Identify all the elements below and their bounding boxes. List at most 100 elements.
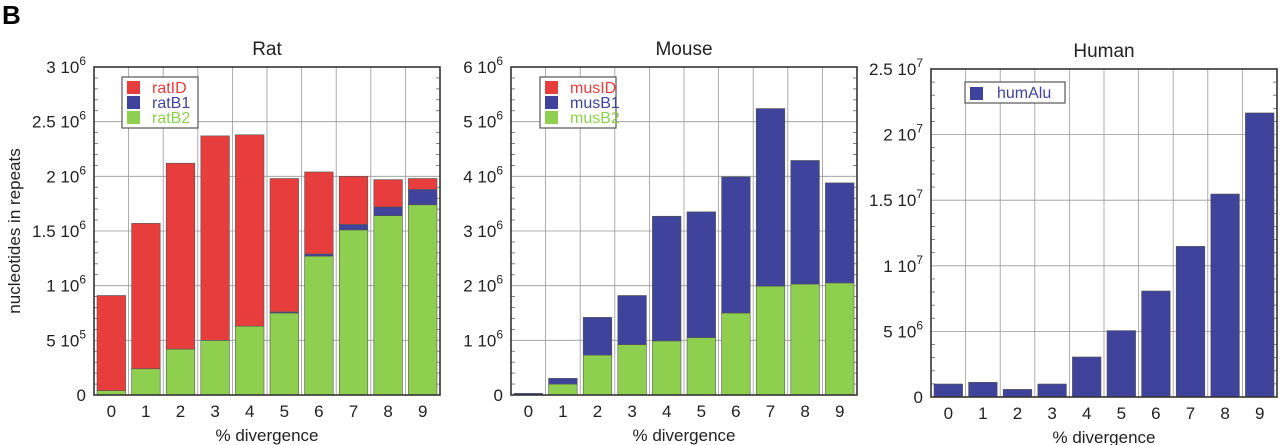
y-tick-mantissa: 2.5 10 xyxy=(32,113,79,132)
y-tick-exponent: 7 xyxy=(916,56,923,70)
legend-label-musB2: musB2 xyxy=(570,110,620,127)
x-tick-label: 6 xyxy=(314,402,323,421)
y-tick-label: 2 106 xyxy=(463,273,503,296)
bar-ratB2 xyxy=(165,348,196,396)
y-tick-mantissa: 5 10 xyxy=(463,113,496,132)
bar-ratID xyxy=(304,171,334,255)
x-tick-label: 5 xyxy=(280,402,289,421)
y-tick-mantissa: 2 10 xyxy=(46,167,79,186)
bar-ratID xyxy=(200,135,230,341)
y-tick-label: 6 106 xyxy=(463,54,503,77)
legend: humAlu xyxy=(964,81,1066,104)
y-tick-exponent: 6 xyxy=(496,109,503,123)
x-tick-label: 4 xyxy=(1082,404,1091,423)
y-tick-label: 1 107 xyxy=(883,253,923,276)
y-tick-mantissa: 5 10 xyxy=(46,331,79,350)
x-tick-label: 9 xyxy=(418,402,427,421)
bar-humAlu xyxy=(1037,383,1067,398)
legend-swatch-ratB2 xyxy=(127,111,140,124)
x-tick-label: 7 xyxy=(349,402,358,421)
plot-frame xyxy=(93,66,441,396)
bar-ratID xyxy=(165,162,196,350)
y-tick-mantissa: 4 10 xyxy=(463,167,496,186)
y-tick-mantissa: 5 10 xyxy=(883,322,916,341)
legend-swatch-humAlu xyxy=(970,87,983,100)
x-tick-label: 7 xyxy=(766,402,775,421)
y-tick-label: 5 106 xyxy=(463,109,503,132)
y-tick-label: 5 105 xyxy=(46,327,86,350)
bar-humAlu xyxy=(1106,330,1136,398)
bar-humAlu xyxy=(1002,389,1033,398)
chart-title: Rat xyxy=(252,39,282,60)
x-tick-label: 3 xyxy=(210,402,219,421)
legend-label-ratID: ratID xyxy=(152,80,187,97)
y-tick-label: 1.5 107 xyxy=(869,187,923,210)
x-tick-label: 3 xyxy=(627,402,636,421)
bar-ratID xyxy=(408,178,438,190)
y-tick-exponent: 6 xyxy=(79,109,86,123)
x-axis-label: % divergence xyxy=(632,426,735,445)
x-tick-label: 0 xyxy=(944,404,953,423)
x-tick-label: 6 xyxy=(1151,404,1160,423)
y-tick-label: 0 xyxy=(914,388,923,407)
bar-ratB1 xyxy=(304,253,334,257)
legend-swatch-ratB1 xyxy=(127,96,140,109)
x-tick-label: 9 xyxy=(1255,404,1264,423)
x-tick-label: 0 xyxy=(107,402,116,421)
bar-ratB1 xyxy=(408,189,438,206)
y-tick-exponent: 6 xyxy=(496,273,503,287)
y-tick-exponent: 6 xyxy=(496,218,503,232)
bar-ratB2 xyxy=(235,325,265,396)
panel-label: B xyxy=(2,0,21,30)
legend-label-humAlu: humAlu xyxy=(997,85,1051,102)
y-tick-exponent: 6 xyxy=(79,163,86,177)
bar-humAlu xyxy=(1175,246,1206,398)
x-tick-label: 9 xyxy=(835,402,844,421)
y-tick-exponent: 6 xyxy=(79,218,86,232)
y-tick-label: 3 106 xyxy=(463,218,503,241)
x-tick-label: 1 xyxy=(978,404,987,423)
bar-musB1 xyxy=(652,215,682,342)
chart-title: Human xyxy=(1073,41,1134,62)
bar-ratB1 xyxy=(338,224,369,231)
y-tick-exponent: 6 xyxy=(496,163,503,177)
bar-ratB2 xyxy=(200,340,230,396)
legend-swatch-musB1 xyxy=(545,96,558,109)
y-tick-mantissa: 1 10 xyxy=(463,331,496,350)
y-tick-mantissa: 2 10 xyxy=(463,277,496,296)
x-tick-label: 7 xyxy=(1186,404,1195,423)
bar-ratB1 xyxy=(373,206,403,216)
y-tick-mantissa: 2 10 xyxy=(883,126,916,145)
bar-musB1 xyxy=(686,211,716,338)
x-tick-label: 4 xyxy=(662,402,671,421)
bar-ratID xyxy=(338,176,369,225)
bar-ratID xyxy=(373,179,403,208)
y-tick-label: 1.5 106 xyxy=(32,218,86,241)
y-tick-exponent: 7 xyxy=(916,187,923,201)
y-tick-exponent: 6 xyxy=(79,273,86,287)
y-tick-exponent: 6 xyxy=(79,54,86,68)
bar-musB1 xyxy=(582,317,613,356)
y-tick-exponent: 7 xyxy=(916,253,923,267)
bar-humAlu xyxy=(968,382,998,398)
x-tick-label: 8 xyxy=(383,402,392,421)
y-tick-exponent: 6 xyxy=(496,327,503,341)
bar-musB2 xyxy=(582,354,613,396)
bar-ratID xyxy=(235,134,265,327)
x-tick-label: 5 xyxy=(1117,404,1126,423)
legend-swatch-ratID xyxy=(127,81,140,94)
x-tick-label: 8 xyxy=(1220,404,1229,423)
bar-musB2 xyxy=(686,337,716,396)
legend-swatch-musB2 xyxy=(545,111,558,124)
y-tick-mantissa: 3 10 xyxy=(46,58,79,77)
y-tick-mantissa: 1 10 xyxy=(883,257,916,276)
y-tick-label: 2.5 106 xyxy=(32,109,86,132)
y-tick-label: 1 106 xyxy=(46,273,86,296)
